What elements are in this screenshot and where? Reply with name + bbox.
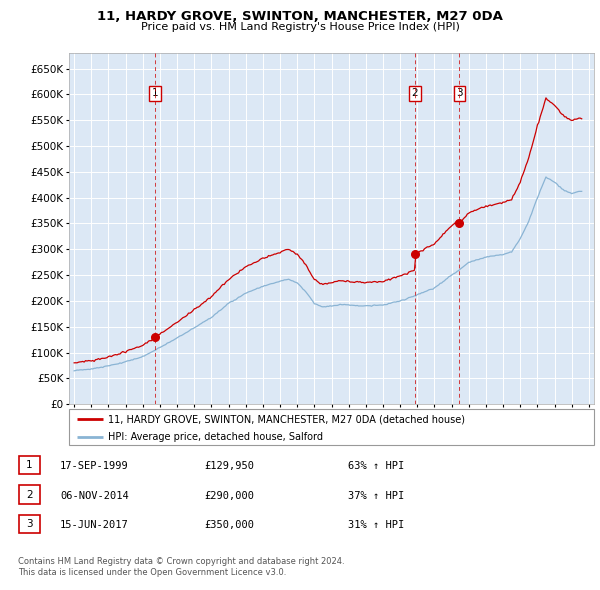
- Text: This data is licensed under the Open Government Licence v3.0.: This data is licensed under the Open Gov…: [18, 568, 286, 577]
- Text: 2: 2: [412, 88, 418, 99]
- Text: £350,000: £350,000: [204, 520, 254, 530]
- Text: £290,000: £290,000: [204, 490, 254, 500]
- Text: Price paid vs. HM Land Registry's House Price Index (HPI): Price paid vs. HM Land Registry's House …: [140, 22, 460, 32]
- Text: 63% ↑ HPI: 63% ↑ HPI: [348, 461, 404, 471]
- Text: 31% ↑ HPI: 31% ↑ HPI: [348, 520, 404, 530]
- Text: 11, HARDY GROVE, SWINTON, MANCHESTER, M27 0DA: 11, HARDY GROVE, SWINTON, MANCHESTER, M2…: [97, 10, 503, 23]
- Text: 3: 3: [26, 519, 33, 529]
- Text: 1: 1: [152, 88, 158, 99]
- Text: 2: 2: [26, 490, 33, 500]
- Text: 06-NOV-2014: 06-NOV-2014: [60, 490, 129, 500]
- Text: Contains HM Land Registry data © Crown copyright and database right 2024.: Contains HM Land Registry data © Crown c…: [18, 558, 344, 566]
- Text: HPI: Average price, detached house, Salford: HPI: Average price, detached house, Salf…: [109, 432, 323, 442]
- Text: 15-JUN-2017: 15-JUN-2017: [60, 520, 129, 530]
- Text: 3: 3: [456, 88, 463, 99]
- Text: 37% ↑ HPI: 37% ↑ HPI: [348, 490, 404, 500]
- Text: 1: 1: [26, 460, 33, 470]
- Text: 17-SEP-1999: 17-SEP-1999: [60, 461, 129, 471]
- Text: 11, HARDY GROVE, SWINTON, MANCHESTER, M27 0DA (detached house): 11, HARDY GROVE, SWINTON, MANCHESTER, M2…: [109, 414, 466, 424]
- Text: £129,950: £129,950: [204, 461, 254, 471]
